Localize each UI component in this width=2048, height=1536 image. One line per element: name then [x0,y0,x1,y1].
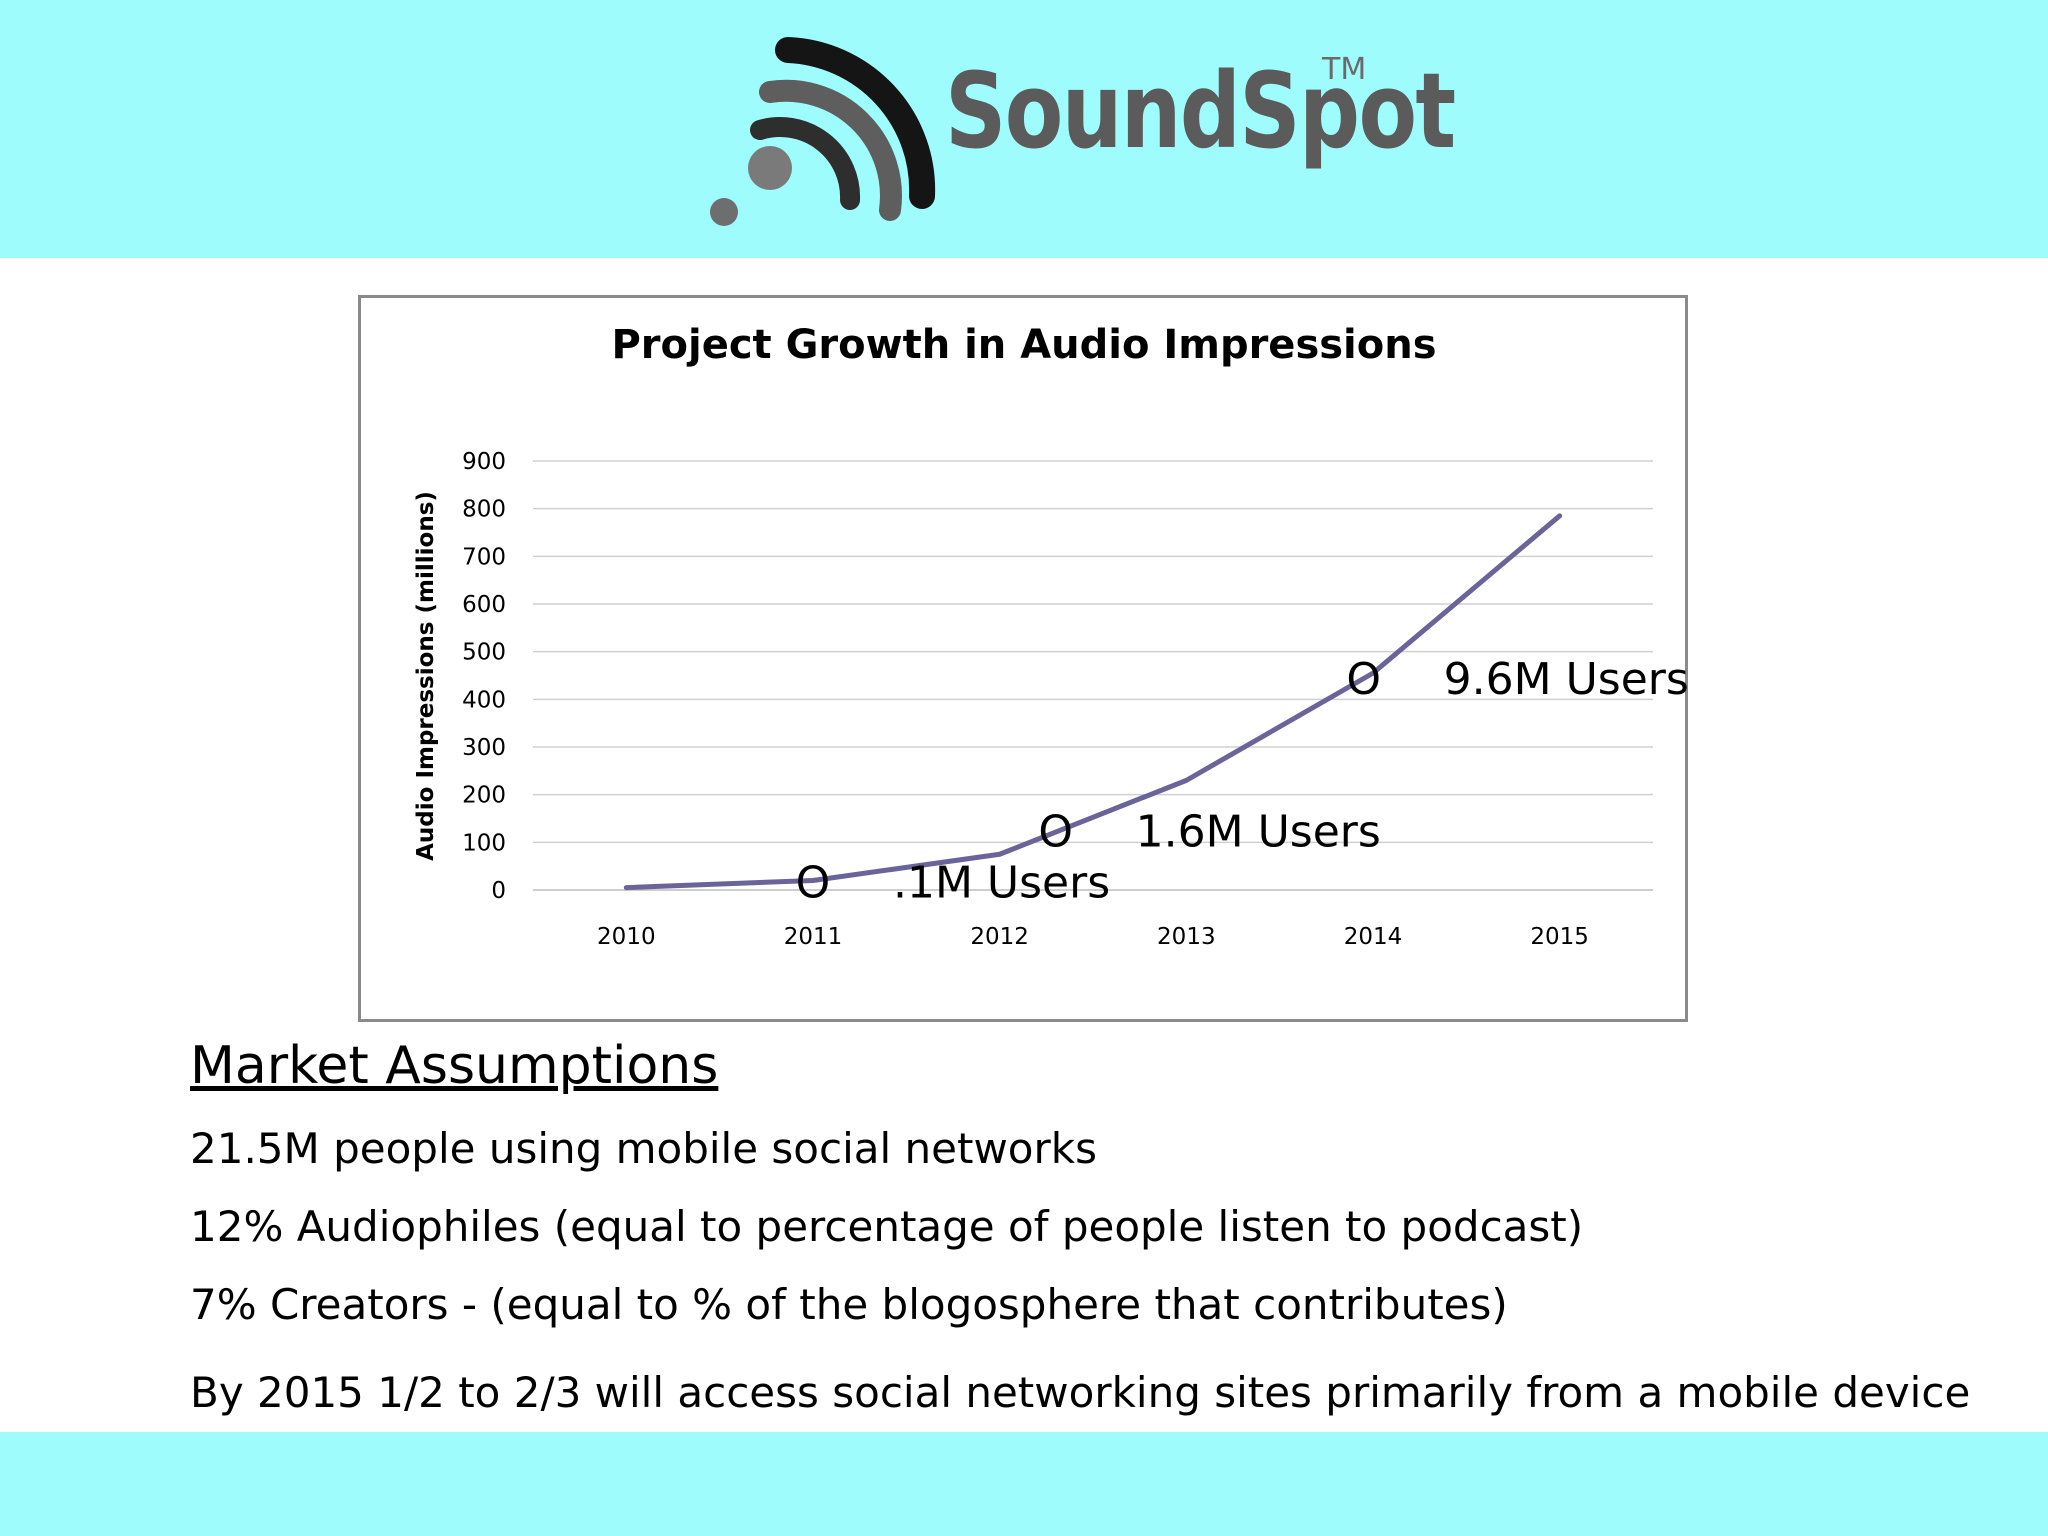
y-tick-label: 200 [462,783,506,809]
series-line [623,513,1563,891]
y-axis-label: Audio Impressions (millions) [413,491,439,861]
market-assumptions-title: Market Assumptions [190,1036,719,1096]
y-tick-label: 300 [462,735,506,761]
x-tick-label: 2010 [597,924,656,950]
y-tick-label: 400 [462,687,506,713]
footer-band [0,1432,2048,1536]
x-tick-label: 2013 [1157,924,1216,950]
chart-frame [358,295,1688,1022]
x-tick-label: 2011 [784,924,843,950]
y-tick-label: 500 [462,640,506,666]
annotation-label: .1M Users [893,857,1110,908]
trademark-mark: TM [1322,52,1367,87]
y-tick-label: 900 [462,449,506,475]
brand-name: SoundSpot [945,50,1456,172]
annotation-marker: O [796,857,831,908]
market-point-1: 21.5M people using mobile social network… [190,1124,1097,1173]
y-tick-label: 800 [462,497,506,523]
annotation-marker: O [1038,806,1073,857]
market-point-3: 7% Creators - (equal to % of the blogosp… [190,1280,1508,1329]
soundspot-logo-icon [710,37,936,226]
annotation-label: 1.6M Users [1136,806,1381,857]
chart-title: Project Growth in Audio Impressions [611,322,1437,368]
annotation-marker: O [1346,654,1381,705]
x-tick-label: 2015 [1530,924,1589,950]
header-band [0,0,2048,258]
y-tick-label: 0 [491,878,506,904]
x-tick-label: 2012 [970,924,1029,950]
x-tick-label: 2014 [1344,924,1403,950]
y-tick-label: 700 [462,544,506,570]
y-tick-label: 100 [462,830,506,856]
y-tick-label: 600 [462,592,506,618]
annotation-label: 9.6M Users [1444,654,1689,705]
market-point-2: 12% Audiophiles (equal to percentage of … [190,1202,1584,1251]
market-point-4: By 2015 1/2 to 2/3 will access social ne… [190,1368,1971,1417]
